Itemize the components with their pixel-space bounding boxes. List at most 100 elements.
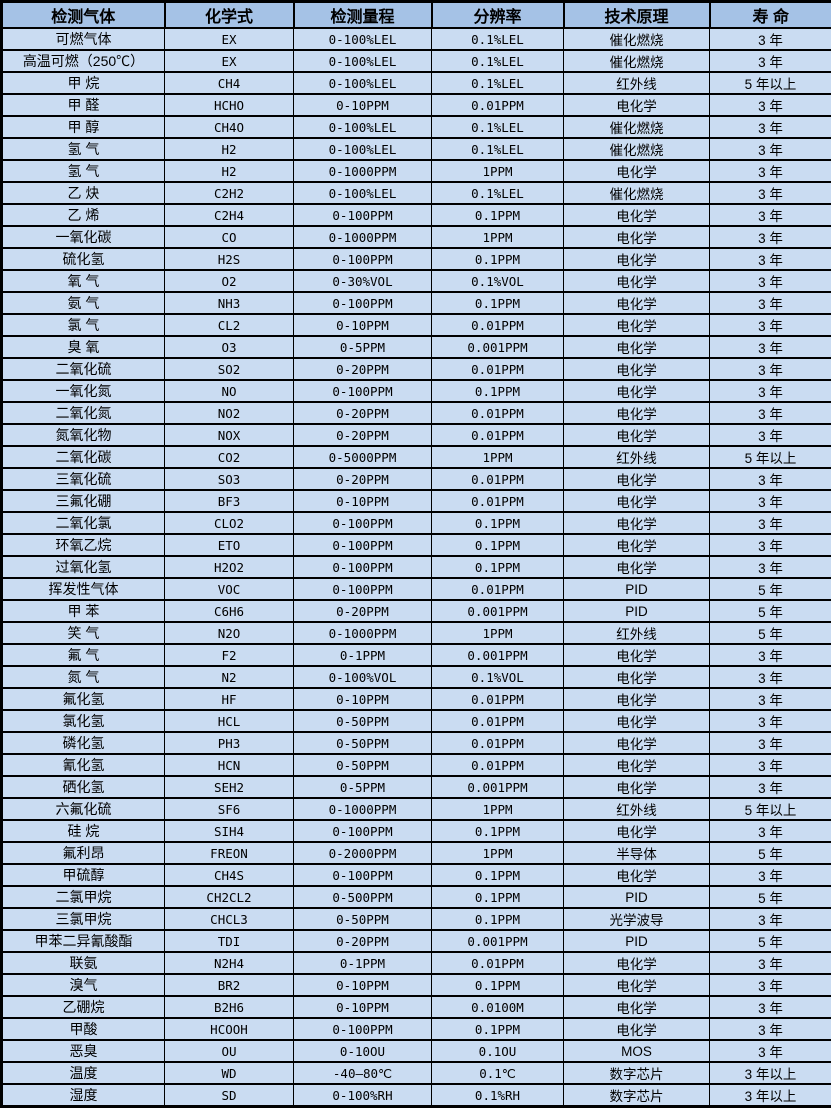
cell-range: 0-10PPM (294, 314, 432, 336)
cell-lifespan: 3 年 (710, 996, 831, 1018)
cell-range: 0-20PPM (294, 930, 432, 952)
cell-lifespan: 3 年 (710, 424, 831, 446)
cell-principle: 电化学 (564, 160, 710, 182)
cell-range: 0-100PPM (294, 820, 432, 842)
cell-gas: 甲 醇 (2, 116, 165, 138)
cell-formula: CO (165, 226, 294, 248)
cell-resolution: 0.1PPM (432, 380, 564, 402)
cell-resolution: 0.1%LEL (432, 72, 564, 94)
cell-principle: PID (564, 600, 710, 622)
cell-formula: C2H2 (165, 182, 294, 204)
cell-gas: 硅 烷 (2, 820, 165, 842)
cell-lifespan: 3 年 (710, 556, 831, 578)
cell-resolution: 0.001PPM (432, 930, 564, 952)
cell-gas: 二氧化硫 (2, 358, 165, 380)
cell-formula: CH4 (165, 72, 294, 94)
cell-principle: 电化学 (564, 644, 710, 666)
cell-lifespan: 5 年 (710, 842, 831, 864)
cell-principle: 电化学 (564, 1018, 710, 1040)
table-row: 三氧化硫 SO3 0-20PPM 0.01PPM 电化学 3 年 (2, 468, 831, 490)
cell-formula: O3 (165, 336, 294, 358)
cell-principle: 电化学 (564, 952, 710, 974)
cell-range: 0-100PPM (294, 556, 432, 578)
cell-range: 0-100PPM (294, 512, 432, 534)
cell-principle: 电化学 (564, 292, 710, 314)
table-row: 甲 烷 CH4 0-100%LEL 0.1%LEL 红外线 5 年以上 (2, 72, 831, 94)
table-row: 二氧化硫 SO2 0-20PPM 0.01PPM 电化学 3 年 (2, 358, 831, 380)
cell-principle: 电化学 (564, 996, 710, 1018)
cell-principle: 电化学 (564, 204, 710, 226)
cell-gas: 氨 气 (2, 292, 165, 314)
cell-principle: 数字芯片 (564, 1084, 710, 1107)
cell-gas: 溴气 (2, 974, 165, 996)
table-row: 可燃气体 EX 0-100%LEL 0.1%LEL 催化燃烧 3 年 (2, 28, 831, 50)
cell-principle: PID (564, 578, 710, 600)
cell-formula: CH2CL2 (165, 886, 294, 908)
cell-gas: 臭 氧 (2, 336, 165, 358)
cell-resolution: 0.01PPM (432, 490, 564, 512)
cell-lifespan: 3 年 (710, 402, 831, 424)
table-row: 乙 烯 C2H4 0-100PPM 0.1PPM 电化学 3 年 (2, 204, 831, 226)
cell-principle: 电化学 (564, 270, 710, 292)
cell-lifespan: 5 年以上 (710, 72, 831, 94)
table-row: 环氧乙烷 ETO 0-100PPM 0.1PPM 电化学 3 年 (2, 534, 831, 556)
cell-principle: 电化学 (564, 534, 710, 556)
cell-lifespan: 3 年 (710, 644, 831, 666)
cell-range: 0-100PPM (294, 864, 432, 886)
cell-range: 0-1000PPM (294, 622, 432, 644)
cell-resolution: 0.1%LEL (432, 138, 564, 160)
cell-lifespan: 3 年 (710, 754, 831, 776)
cell-principle: 电化学 (564, 710, 710, 732)
cell-formula: TDI (165, 930, 294, 952)
cell-range: 0-20PPM (294, 358, 432, 380)
cell-formula: CLO2 (165, 512, 294, 534)
cell-formula: HCOOH (165, 1018, 294, 1040)
cell-gas: 挥发性气体 (2, 578, 165, 600)
cell-range: 0-50PPM (294, 710, 432, 732)
cell-range: 0-100PPM (294, 534, 432, 556)
cell-resolution: 0.1PPM (432, 248, 564, 270)
cell-gas: 乙 炔 (2, 182, 165, 204)
cell-gas: 可燃气体 (2, 28, 165, 50)
cell-range: 0-100PPM (294, 248, 432, 270)
cell-range: 0-1000PPM (294, 226, 432, 248)
cell-lifespan: 5 年以上 (710, 798, 831, 820)
column-header-gas: 检测气体 (2, 2, 165, 29)
cell-lifespan: 3 年 (710, 336, 831, 358)
cell-lifespan: 5 年 (710, 600, 831, 622)
cell-gas: 氰化氢 (2, 754, 165, 776)
cell-principle: 电化学 (564, 820, 710, 842)
cell-resolution: 0.1PPM (432, 534, 564, 556)
cell-formula: NOX (165, 424, 294, 446)
table-row: 氨 气 NH3 0-100PPM 0.1PPM 电化学 3 年 (2, 292, 831, 314)
cell-gas: 温度 (2, 1062, 165, 1084)
cell-resolution: 0.01PPM (432, 424, 564, 446)
cell-range: 0-100%RH (294, 1084, 432, 1107)
cell-resolution: 1PPM (432, 160, 564, 182)
cell-resolution: 0.1PPM (432, 864, 564, 886)
cell-lifespan: 3 年 (710, 1018, 831, 1040)
cell-resolution: 0.1PPM (432, 908, 564, 930)
cell-gas: 甲酸 (2, 1018, 165, 1040)
cell-gas: 硒化氢 (2, 776, 165, 798)
cell-resolution: 0.01PPM (432, 94, 564, 116)
cell-range: 0-100%LEL (294, 28, 432, 50)
cell-gas: 氯 气 (2, 314, 165, 336)
cell-range: 0-100%LEL (294, 138, 432, 160)
column-header-formula: 化学式 (165, 2, 294, 29)
cell-principle: 电化学 (564, 336, 710, 358)
cell-principle: 电化学 (564, 314, 710, 336)
table-row: 笑 气 N2O 0-1000PPM 1PPM 红外线 5 年 (2, 622, 831, 644)
table-row: 二氧化氯 CLO2 0-100PPM 0.1PPM 电化学 3 年 (2, 512, 831, 534)
cell-lifespan: 5 年 (710, 930, 831, 952)
cell-range: 0-5PPM (294, 336, 432, 358)
cell-formula: NH3 (165, 292, 294, 314)
cell-resolution: 0.1PPM (432, 204, 564, 226)
cell-gas: 氟利昂 (2, 842, 165, 864)
cell-formula: EX (165, 50, 294, 72)
cell-range: 0-100%LEL (294, 182, 432, 204)
cell-formula: BF3 (165, 490, 294, 512)
table-row: 恶臭 OU 0-10OU 0.1OU MOS 3 年 (2, 1040, 831, 1062)
cell-lifespan: 3 年 (710, 94, 831, 116)
